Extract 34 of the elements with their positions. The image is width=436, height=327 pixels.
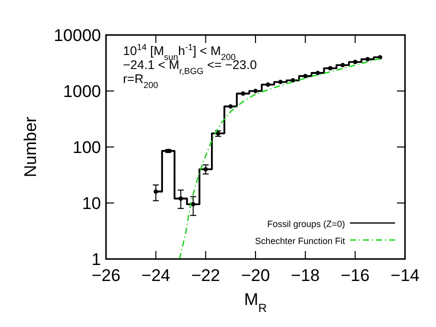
point — [290, 78, 296, 83]
point — [352, 60, 358, 64]
point — [240, 91, 246, 96]
point — [154, 189, 158, 194]
legend-label: Schechter Function Fit — [254, 236, 346, 246]
point — [228, 104, 233, 109]
y-tick-label: 10 — [82, 194, 101, 213]
x-tick-label: −16 — [340, 266, 370, 285]
x-tick-label: −20 — [241, 266, 270, 285]
x-tick-label: −26 — [92, 266, 120, 285]
annotation: r=R$_{200}$ — [123, 72, 158, 90]
point — [266, 82, 270, 87]
point — [253, 88, 258, 94]
x-tick-label: −18 — [290, 266, 320, 285]
point — [328, 66, 332, 70]
point — [378, 55, 382, 60]
y-axis-title: Number — [21, 116, 40, 178]
point — [203, 167, 208, 172]
y-tick-label: 1 — [92, 250, 101, 269]
x-tick-label: −14 — [390, 266, 420, 285]
point — [278, 80, 283, 84]
legend-label: Fossil groups (Z=0) — [267, 219, 345, 229]
point — [191, 202, 196, 206]
y-tick-label: 10000 — [54, 26, 101, 45]
point — [316, 70, 320, 76]
y-tick-label: 100 — [72, 138, 101, 157]
y-tick-label: 1000 — [63, 82, 101, 101]
point — [303, 74, 308, 78]
x-tick-label: −24 — [141, 266, 170, 285]
point — [365, 56, 370, 62]
point — [178, 196, 183, 201]
x-axis-title: M$_{R}$ — [244, 290, 268, 315]
x-tick-label: −22 — [191, 266, 220, 285]
point — [340, 62, 345, 68]
